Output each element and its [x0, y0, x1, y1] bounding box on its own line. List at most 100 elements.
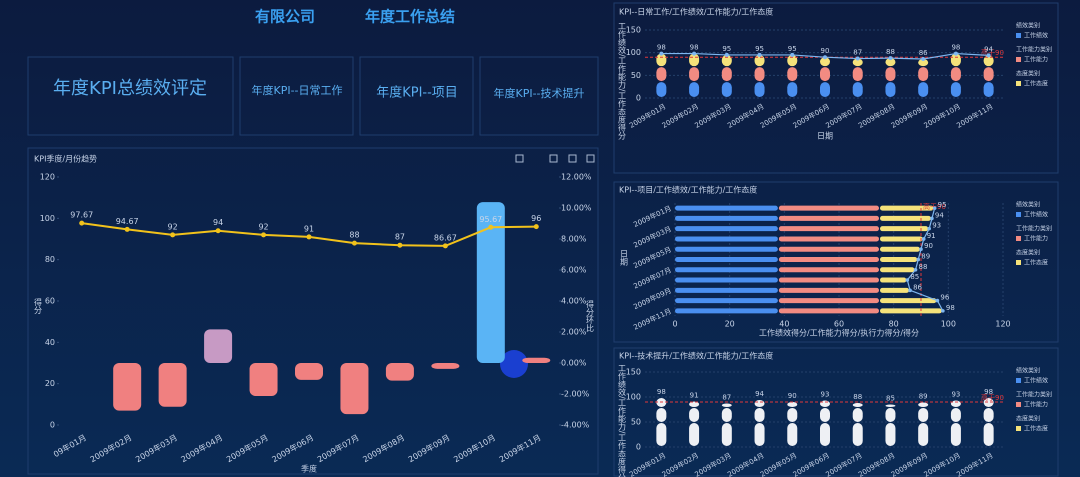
total-point [921, 57, 926, 62]
bar-segment [983, 82, 994, 97]
data-label: 90 [924, 242, 933, 250]
bar-segment [778, 257, 879, 262]
point [124, 226, 130, 232]
total-point [790, 52, 795, 57]
total-point [757, 52, 762, 57]
bar-segment [983, 67, 994, 82]
y-tick-label: 0 [636, 443, 641, 452]
kpi-card[interactable]: 年度KPI--日常工作 [251, 83, 342, 97]
bar-segment [852, 408, 863, 422]
y-tick-label: 20 [45, 379, 55, 388]
bar-segment [656, 423, 667, 446]
bar-segment [689, 401, 700, 407]
legend-group: 工作能力类别 [1016, 225, 1052, 233]
kpi-card[interactable]: 年度KPI总绩效评定 [53, 78, 207, 99]
toolbar[interactable] [515, 154, 595, 163]
bar-segment [950, 408, 961, 422]
bar-segment [983, 55, 994, 67]
kpi-card[interactable]: 年度KPI--项目 [376, 85, 458, 101]
chart-title: KPI--项目/工作绩效/工作能力/工作态度 [619, 185, 757, 195]
bar-segment [689, 408, 700, 422]
bar-segment [820, 423, 830, 446]
x-axis-title: 工作绩效得分/工作能力得分/执行力得分/得分 [759, 328, 919, 338]
total-point [913, 267, 918, 272]
bar-segment [778, 246, 879, 252]
data-label: 94 [755, 390, 764, 398]
data-label: 95.67 [479, 215, 502, 224]
x-tick-label: 40 [779, 320, 789, 329]
card [239, 56, 354, 136]
bar-segment [918, 59, 929, 67]
data-label: 94 [213, 218, 223, 227]
data-label: 98 [657, 388, 666, 396]
data-label: 97.67 [70, 211, 93, 220]
bar-segment [918, 67, 929, 82]
legend-group: 绩效类别 [1016, 201, 1040, 209]
bar-segment [852, 403, 863, 407]
bar-segment [778, 215, 879, 221]
data-label: 86.67 [434, 233, 457, 242]
bar-segment [340, 363, 369, 415]
bar-segment [983, 423, 994, 446]
kpi-card[interactable]: 年度KPI--技术提升 [493, 86, 584, 100]
data-label: 88 [919, 263, 928, 271]
total-point [921, 237, 926, 241]
x-axis-title: 日期 [817, 132, 833, 141]
bar-segment [820, 408, 830, 422]
legend-swatch [1016, 426, 1021, 431]
bar-segment [950, 53, 961, 67]
bar-segment [721, 54, 732, 67]
bar-segment [787, 423, 798, 446]
bar-segment [754, 54, 765, 67]
total-point [919, 247, 923, 252]
x-tick-label: 0 [672, 320, 677, 329]
bar-segment [880, 246, 920, 252]
bar-segment [852, 67, 863, 82]
bar-segment [778, 298, 879, 304]
tool-icon[interactable] [549, 154, 558, 163]
tool-icon[interactable] [568, 154, 577, 163]
data-label: 94.67 [116, 217, 139, 226]
data-label: 98 [951, 44, 960, 52]
data-label: 91 [304, 224, 314, 233]
bar-segment [820, 82, 830, 97]
legend-swatch [1016, 236, 1021, 241]
card [479, 56, 599, 136]
bar-segment [675, 298, 778, 304]
bar-segment [158, 363, 187, 407]
bar-segment [675, 246, 778, 252]
point [215, 228, 221, 234]
bar-segment [754, 408, 765, 422]
data-label: 94 [984, 45, 993, 53]
x-tick-label: 60 [834, 320, 844, 329]
bar-segment [778, 267, 879, 273]
bar-segment [675, 226, 778, 232]
x-tick-label: 80 [889, 320, 899, 329]
data-label: 96 [531, 214, 541, 223]
tool-icon[interactable] [515, 154, 524, 163]
total-point [916, 257, 921, 262]
bar-segment [778, 277, 879, 283]
point [79, 220, 85, 226]
bar-segment [249, 363, 278, 397]
bar-segment [675, 215, 778, 221]
data-label: 90 [788, 392, 797, 400]
data-label: 90 [821, 47, 830, 55]
bar-segment [885, 82, 896, 97]
bar-segment [950, 400, 961, 407]
bar-segment [880, 267, 915, 273]
bar-segment [885, 408, 896, 422]
x-tick-label: 120 [995, 320, 1010, 329]
tool-icon[interactable] [586, 154, 595, 163]
bar-segment [656, 67, 667, 82]
bar-segment [787, 67, 798, 82]
card [27, 56, 234, 136]
bar-segment [754, 82, 765, 97]
mark-label: 高于90 [981, 48, 1004, 57]
panel [613, 347, 1059, 477]
bar-segment [885, 67, 896, 82]
y-tick-label: 50 [631, 71, 641, 80]
bar-segment [656, 82, 667, 97]
y-tick-label: 80 [45, 255, 55, 264]
